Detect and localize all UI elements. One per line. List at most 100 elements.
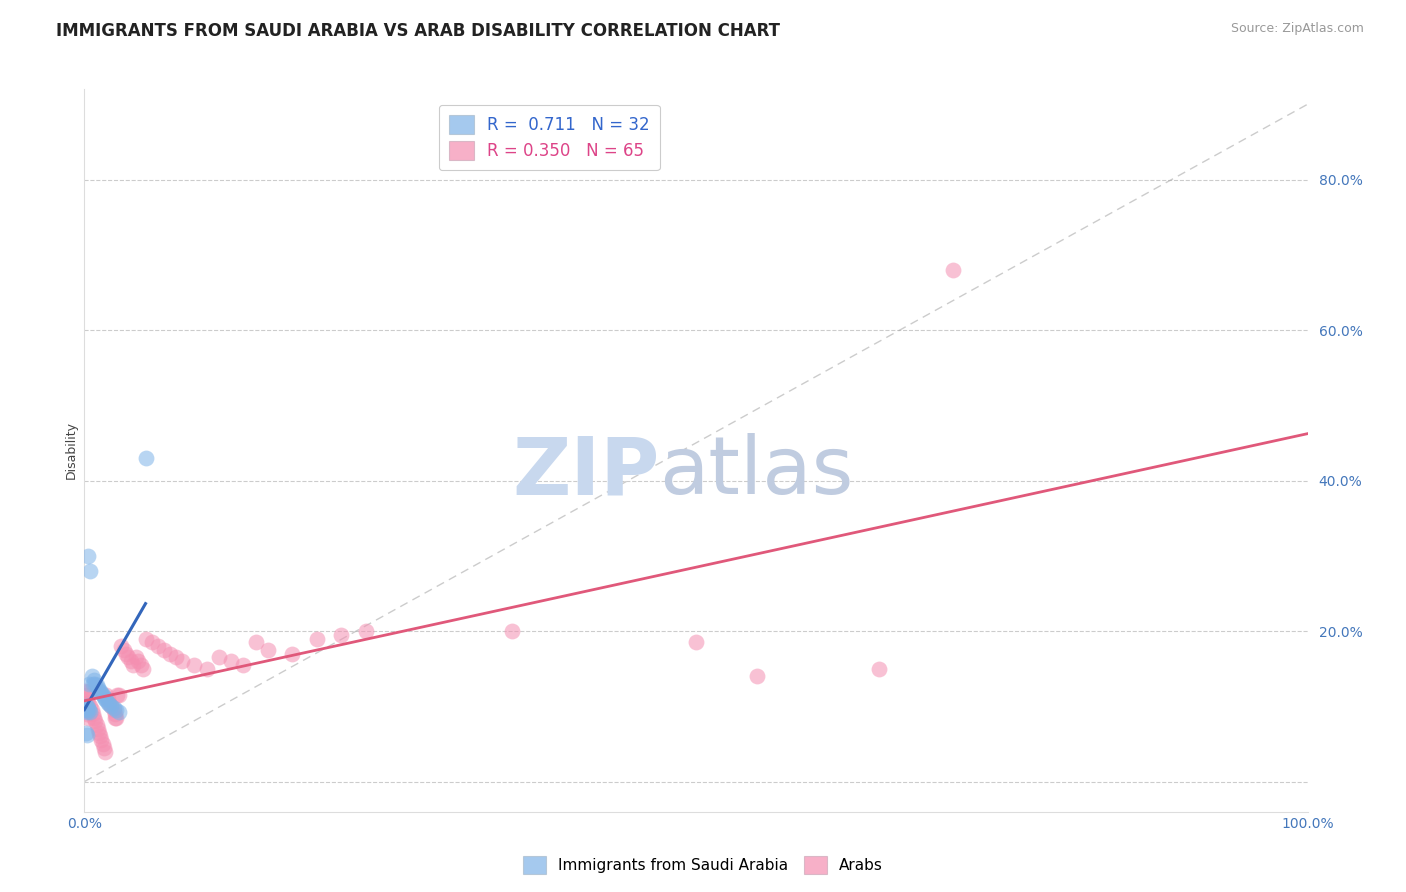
Point xyxy=(110,639,132,653)
Point xyxy=(86,718,108,732)
Point xyxy=(685,635,707,649)
Point xyxy=(77,677,100,691)
Point xyxy=(75,703,97,717)
Point xyxy=(141,635,163,649)
Point xyxy=(79,705,101,719)
Text: IMMIGRANTS FROM SAUDI ARABIA VS ARAB DISABILITY CORRELATION CHART: IMMIGRANTS FROM SAUDI ARABIA VS ARAB DIS… xyxy=(56,22,780,40)
Point xyxy=(219,654,242,668)
Point xyxy=(172,654,194,668)
Legend: Immigrants from Saudi Arabia, Arabs: Immigrants from Saudi Arabia, Arabs xyxy=(517,850,889,880)
Point xyxy=(747,669,769,683)
Point xyxy=(127,654,149,668)
Point xyxy=(125,650,148,665)
Point xyxy=(97,691,120,706)
Point xyxy=(135,632,157,646)
Point xyxy=(107,688,129,702)
Point xyxy=(79,564,101,578)
Point xyxy=(82,706,104,721)
Point xyxy=(115,647,138,661)
Point xyxy=(100,699,122,714)
Point xyxy=(87,722,110,736)
Point xyxy=(942,263,965,277)
Point xyxy=(105,703,128,717)
Point xyxy=(82,677,104,691)
Point xyxy=(305,632,328,646)
Point xyxy=(87,681,110,695)
Point xyxy=(232,657,254,672)
Point xyxy=(89,730,111,744)
Point xyxy=(195,662,218,676)
Point xyxy=(83,711,105,725)
Point xyxy=(91,688,114,702)
Point xyxy=(75,703,97,717)
Point xyxy=(89,684,111,698)
Text: atlas: atlas xyxy=(659,434,853,511)
Point xyxy=(122,657,145,672)
Point xyxy=(208,650,231,665)
Point xyxy=(90,686,112,700)
Point xyxy=(245,635,267,649)
Point xyxy=(97,697,120,711)
Point xyxy=(165,650,187,665)
Point xyxy=(112,643,135,657)
Point xyxy=(97,696,120,710)
Point xyxy=(80,669,103,683)
Point xyxy=(104,706,127,721)
Point xyxy=(87,725,110,739)
Text: Source: ZipAtlas.com: Source: ZipAtlas.com xyxy=(1230,22,1364,36)
Point xyxy=(107,705,129,719)
Point xyxy=(117,650,139,665)
Point xyxy=(103,701,125,715)
Point xyxy=(257,643,280,657)
Point xyxy=(75,699,97,714)
Point xyxy=(129,657,152,672)
Point xyxy=(76,691,98,706)
Point xyxy=(84,677,107,691)
Point xyxy=(135,450,157,465)
Point xyxy=(153,643,176,657)
Point xyxy=(76,728,98,742)
Point xyxy=(91,737,114,751)
Point xyxy=(77,684,100,698)
Point xyxy=(86,678,108,692)
Text: ZIP: ZIP xyxy=(512,434,659,511)
Point xyxy=(146,639,169,653)
Point xyxy=(75,725,97,739)
Point xyxy=(87,684,110,698)
Point xyxy=(76,706,98,721)
Point xyxy=(869,662,891,676)
Point xyxy=(120,654,142,668)
Point xyxy=(77,701,100,715)
Point xyxy=(94,691,117,706)
Point xyxy=(83,673,105,687)
Point xyxy=(97,696,120,710)
Point xyxy=(90,733,112,747)
Point xyxy=(79,699,101,714)
Point xyxy=(77,549,100,563)
Point xyxy=(96,688,118,702)
Point xyxy=(103,703,125,717)
Point xyxy=(76,699,98,714)
Point xyxy=(73,699,96,714)
Point xyxy=(84,714,107,729)
Point xyxy=(80,703,103,717)
Point xyxy=(94,744,117,758)
Point xyxy=(73,684,96,698)
Point xyxy=(76,706,98,720)
Point xyxy=(104,711,127,725)
Point xyxy=(93,690,115,705)
Point xyxy=(96,693,118,707)
Point xyxy=(183,657,205,672)
Point xyxy=(159,647,181,661)
Point xyxy=(105,688,128,702)
Point xyxy=(132,662,155,676)
Point xyxy=(100,699,122,714)
Point xyxy=(93,740,115,755)
Point xyxy=(77,703,100,717)
Point xyxy=(105,711,128,725)
Point xyxy=(77,696,100,710)
Point xyxy=(75,688,97,702)
Point xyxy=(354,624,377,639)
Legend: R =  0.711   N = 32, R = 0.350   N = 65: R = 0.711 N = 32, R = 0.350 N = 65 xyxy=(439,104,659,169)
Y-axis label: Disability: Disability xyxy=(65,421,77,480)
